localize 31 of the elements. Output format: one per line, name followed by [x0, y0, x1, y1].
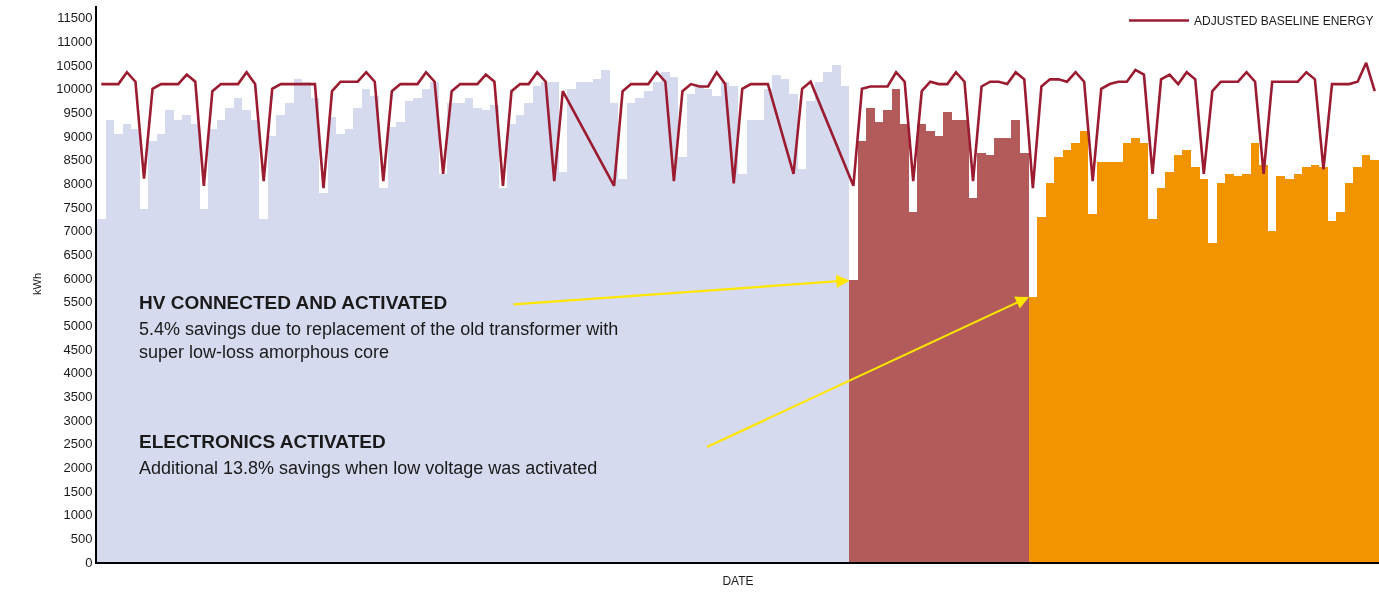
- y-tick-label: 8500: [63, 152, 93, 168]
- annotation: Additional 13.8% savings when low voltage was activated: [139, 458, 598, 478]
- y-tick-label: 9500: [63, 105, 93, 121]
- y-tick-label: 4000: [63, 365, 93, 381]
- x-axis-title: DATE: [722, 574, 754, 589]
- y-tick-label: 2500: [63, 436, 93, 452]
- y-tick-label: 5500: [63, 294, 93, 310]
- y-tick-label: 4500: [63, 341, 93, 357]
- annotation: HV CONNECTED AND ACTIVATED: [139, 292, 448, 313]
- y-tick-label: 2000: [63, 459, 93, 475]
- legend-label: ADJUSTED BASELINE ENERGY: [1194, 14, 1374, 29]
- y-tick-label: 11000: [57, 34, 93, 50]
- y-tick-label: 3000: [63, 412, 93, 428]
- y-tick-label: 6500: [63, 246, 93, 262]
- y-tick-label: 10500: [56, 57, 93, 73]
- y-tick-label: 5000: [63, 317, 93, 333]
- y-tick-label: 7000: [63, 223, 93, 239]
- annotation: ELECTRONICS ACTIVATED: [139, 431, 386, 452]
- y-tick-label: 11500: [57, 10, 93, 26]
- y-tick-label: 7500: [63, 199, 93, 215]
- y-tick-label: 0: [85, 554, 93, 570]
- y-tick-label: 6000: [63, 270, 93, 286]
- y-tick-label: 1000: [63, 507, 93, 523]
- y-tick-label: 3500: [63, 388, 93, 404]
- y-tick-label: 500: [70, 530, 93, 546]
- y-tick-label: 10000: [56, 81, 93, 97]
- annotation: 5.4% savings due to replacement of the old transformer with super low-loss amorphous core: [139, 319, 619, 363]
- y-tick-label: 8000: [63, 176, 93, 191]
- y-tick-label: 1500: [63, 483, 93, 499]
- y-axis-title: kWh: [31, 273, 44, 295]
- y-tick-label: 9000: [63, 128, 93, 144]
